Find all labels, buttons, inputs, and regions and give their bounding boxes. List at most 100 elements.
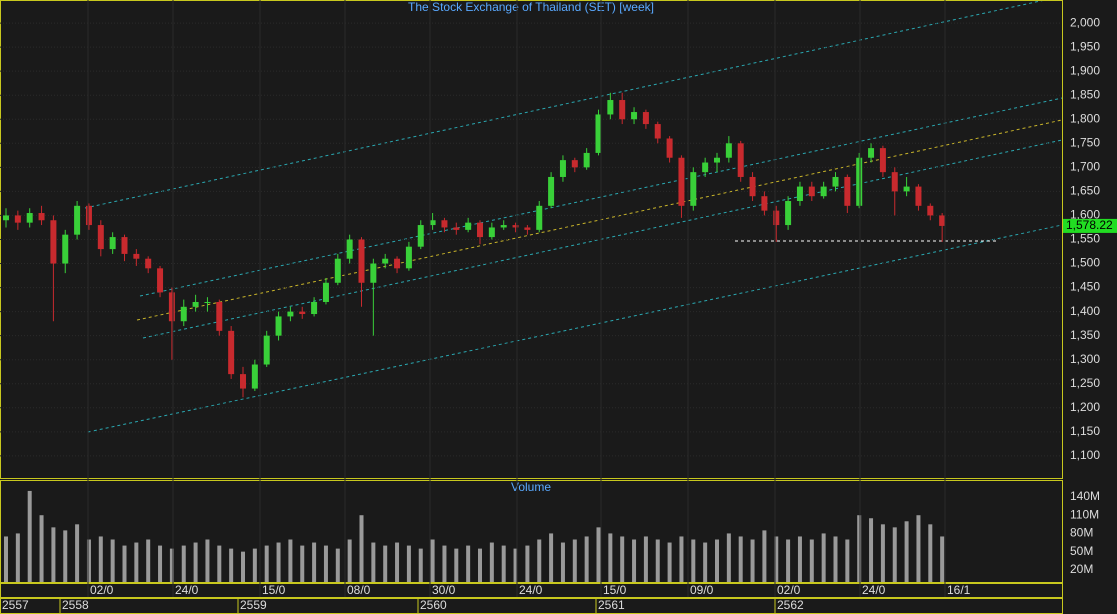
candle-body	[903, 186, 910, 192]
volume-bar	[537, 539, 542, 582]
volume-bar	[643, 536, 648, 582]
y-tick-label: 1,200	[1070, 400, 1100, 414]
channel-line	[84, 0, 1046, 209]
volume-bar	[880, 524, 885, 582]
candle-body	[571, 160, 578, 168]
candle-body	[180, 306, 187, 322]
candle-body	[275, 316, 282, 336]
candle-body	[251, 364, 258, 389]
volume-bar	[549, 533, 554, 582]
candle-body	[915, 186, 922, 206]
candle-body	[631, 112, 638, 120]
volume-bar	[738, 536, 743, 582]
volume-bar	[940, 536, 945, 582]
volume-bar	[703, 542, 708, 582]
year-label: 2557	[2, 598, 29, 612]
volume-bar	[632, 539, 637, 582]
candle-body	[714, 157, 720, 163]
y-tick-label: 1,250	[1070, 376, 1100, 390]
volume-bar	[181, 545, 186, 582]
volume-bar	[762, 530, 767, 582]
candle-body	[844, 176, 851, 206]
candle-body	[263, 335, 270, 365]
volume-bar	[809, 539, 814, 582]
candle-body	[322, 282, 329, 302]
candle-body	[121, 237, 128, 254]
candle-body	[453, 227, 460, 230]
year-label: 2560	[420, 598, 447, 612]
y-tick-label: 140M	[1070, 489, 1100, 503]
volume-bar	[75, 524, 80, 582]
volume-bar	[418, 548, 423, 582]
candle-body	[299, 311, 306, 315]
volume-bar	[691, 539, 696, 582]
volume-bar	[596, 527, 601, 582]
volume-bar	[406, 545, 411, 582]
candle-body	[346, 239, 353, 259]
candle-body	[358, 239, 365, 283]
candle-body	[14, 215, 21, 223]
x-tick-label: 02/0	[777, 583, 801, 597]
candle-body	[761, 196, 768, 211]
volume-bar	[39, 515, 44, 582]
x-tick-label: 15/0	[262, 583, 286, 597]
volume-bar	[501, 545, 506, 582]
y-tick-label: 1,400	[1070, 304, 1100, 318]
candle-body	[204, 301, 211, 303]
x-tick-label: 15/0	[603, 583, 627, 597]
candle-body	[725, 143, 732, 158]
candle-body	[429, 220, 436, 226]
x-tick-label: 24/0	[519, 583, 543, 597]
candle-body	[737, 143, 744, 177]
candle-body	[666, 138, 673, 158]
candle-body	[856, 157, 863, 206]
volume-bar	[63, 530, 68, 582]
candle-body	[583, 152, 590, 168]
volume-bar	[525, 545, 530, 582]
candle-body	[228, 330, 235, 375]
volume-bar	[679, 536, 684, 582]
candle-body	[654, 124, 661, 139]
volume-bar	[158, 545, 163, 582]
volume-bar	[584, 536, 589, 582]
candle-body	[38, 213, 45, 221]
last-price-box	[1063, 218, 1117, 233]
volume-bar	[122, 545, 127, 582]
date-frame	[0, 583, 1063, 598]
candle-body	[548, 176, 555, 206]
candle-body	[488, 227, 495, 238]
volume-bar	[608, 533, 613, 582]
candle-body	[773, 210, 780, 226]
candle-body	[512, 225, 519, 228]
volume-bar	[454, 548, 459, 582]
volume-bar	[312, 542, 317, 582]
channel-line	[136, 119, 1063, 321]
volume-bar	[489, 542, 494, 582]
volume-bar	[15, 533, 20, 582]
candle-body	[168, 292, 175, 322]
volume-bar	[98, 536, 103, 582]
volume-bar	[560, 542, 565, 582]
volume-bar	[110, 539, 115, 582]
volume-bar	[513, 548, 518, 582]
chart-title: The Stock Exchange of Thailand (SET) [we…	[408, 0, 654, 14]
year-label: 2562	[777, 598, 804, 612]
y-tick-label: 80M	[1070, 526, 1093, 540]
candle-body	[619, 100, 626, 120]
volume-bar	[264, 545, 269, 582]
y-tick-label: 1,950	[1070, 39, 1100, 53]
volume-bar	[655, 539, 660, 582]
candle-body	[157, 268, 164, 293]
volume-bar	[857, 515, 862, 582]
x-tick-label: 02/0	[90, 583, 114, 597]
candle-body	[192, 301, 199, 307]
channel-line	[142, 139, 1063, 339]
volume-bar	[300, 545, 305, 582]
volume-bar	[821, 533, 826, 582]
candle-body	[109, 237, 116, 250]
candle-body	[820, 186, 827, 197]
y-tick-label: 1,550	[1070, 232, 1100, 246]
year-label: 2561	[598, 598, 625, 612]
volume-title: Volume	[511, 480, 551, 494]
